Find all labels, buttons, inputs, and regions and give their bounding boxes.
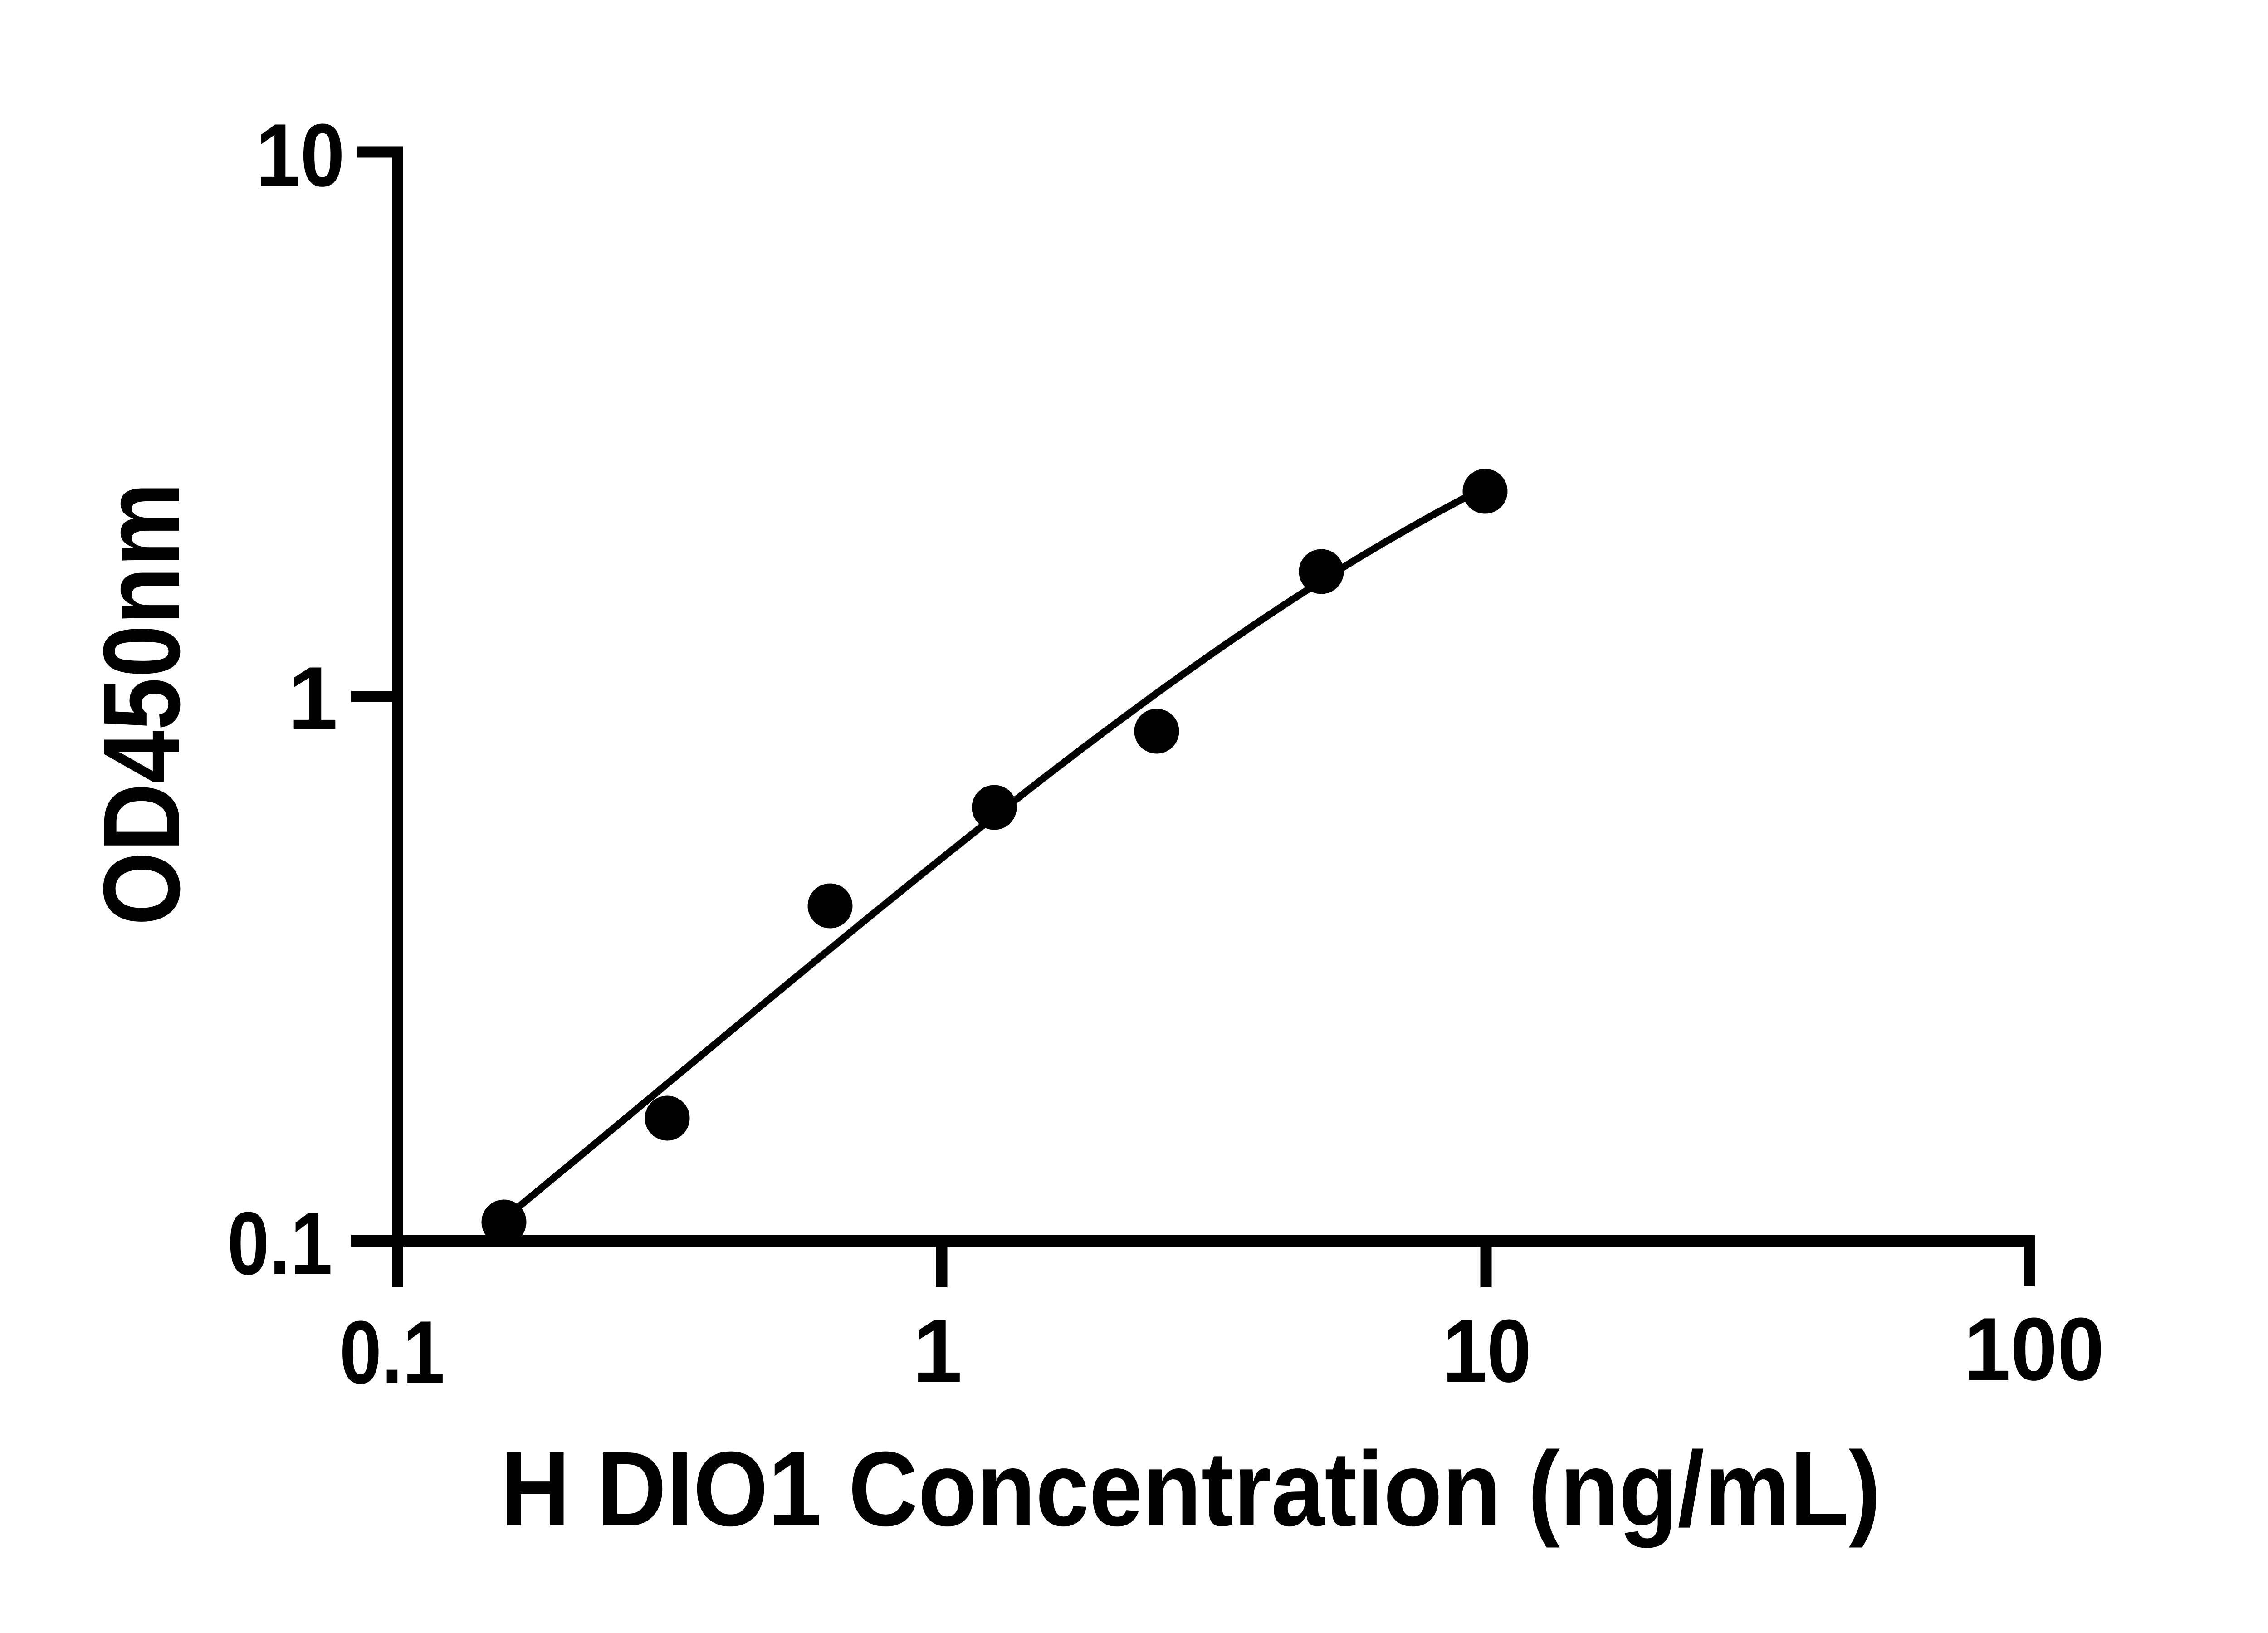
svg-text:10: 10 [1442,1301,1531,1401]
svg-text:OD450nm: OD450nm [81,483,202,926]
svg-text:100: 100 [1964,1299,2104,1399]
svg-text:10: 10 [256,105,345,205]
svg-text:0.1: 0.1 [340,1302,445,1402]
svg-text:0.1: 0.1 [227,1193,332,1293]
svg-text:1: 1 [913,1301,963,1401]
svg-text:1: 1 [288,648,338,748]
svg-text:H DIO1 Concentration (ng/mL): H DIO1 Concentration (ng/mL) [501,1429,1881,1548]
